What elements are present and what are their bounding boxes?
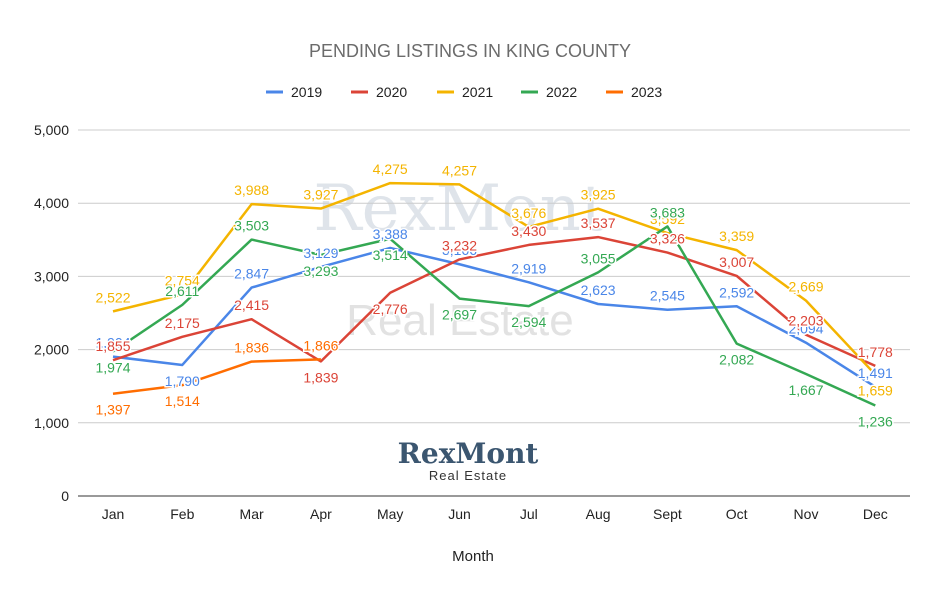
data-label: 2,522 xyxy=(95,289,130,305)
logo-subtitle: Real Estate xyxy=(429,468,507,483)
legend-label: 2023 xyxy=(631,84,662,100)
data-label: 3,676 xyxy=(511,205,546,221)
legend: 2019 2020 2021 2022 2023 xyxy=(266,84,662,100)
x-tick-label: Sept xyxy=(653,506,682,522)
data-label: 2,623 xyxy=(581,282,616,298)
data-label: 3,925 xyxy=(581,187,616,203)
data-label: 3,388 xyxy=(373,226,408,242)
legend-label: 2022 xyxy=(546,84,577,100)
gridlines xyxy=(78,129,910,497)
data-label: 3,359 xyxy=(719,228,754,244)
data-label: 1,866 xyxy=(303,337,338,353)
watermark-subtitle: Real Estate xyxy=(346,296,573,345)
data-label: 2,669 xyxy=(788,279,823,295)
data-label: 3,326 xyxy=(650,231,685,247)
data-label: 2,203 xyxy=(788,313,823,329)
y-tick-label: 2,000 xyxy=(34,342,69,358)
y-tick-label: 0 xyxy=(61,488,69,504)
data-label: 2,611 xyxy=(165,283,199,299)
data-label: 1,974 xyxy=(95,360,130,376)
logo-brand: RexMont xyxy=(398,437,539,470)
data-label: 2,592 xyxy=(719,284,754,300)
data-label: 1,855 xyxy=(95,338,130,354)
data-label: 1,514 xyxy=(165,393,200,409)
data-label: 1,836 xyxy=(234,340,269,356)
series-line-2019 xyxy=(112,246,876,388)
y-tick-label: 4,000 xyxy=(34,195,69,211)
chart-title: PENDING LISTINGS IN KING COUNTY xyxy=(309,41,631,61)
data-label: 2,594 xyxy=(511,314,546,330)
data-label: 3,166 xyxy=(442,242,477,258)
data-label: 3,232 xyxy=(442,237,477,253)
data-label: 3,927 xyxy=(303,187,338,203)
data-label: 3,055 xyxy=(581,250,616,266)
data-label: 4,257 xyxy=(442,162,477,178)
data-label: 3,988 xyxy=(234,182,269,198)
series-lines xyxy=(112,181,877,407)
data-label: 1,397 xyxy=(95,402,130,418)
data-label: 1,790 xyxy=(165,373,200,389)
data-label: 1,904 xyxy=(95,335,130,351)
x-tick-label: Jan xyxy=(102,506,125,522)
series-line-2022 xyxy=(112,225,876,407)
data-label: 1,236 xyxy=(858,414,893,430)
y-tick-label: 1,000 xyxy=(34,415,69,431)
x-tick-label: Nov xyxy=(794,506,819,522)
data-label: 3,537 xyxy=(581,215,616,231)
data-label: 3,592 xyxy=(650,211,685,227)
data-label: 2,415 xyxy=(234,297,269,313)
data-label: 4,275 xyxy=(373,161,408,177)
x-tick-label: Feb xyxy=(170,506,194,522)
data-label: 3,503 xyxy=(234,218,269,234)
data-label: 2,697 xyxy=(442,307,477,323)
watermark-brand: RexMont xyxy=(313,172,606,246)
series-line-2021 xyxy=(112,181,877,376)
data-label: 3,129 xyxy=(303,245,338,261)
data-label: 2,754 xyxy=(165,272,200,288)
data-label: 1,659 xyxy=(858,383,893,399)
data-label: 2,919 xyxy=(511,260,546,276)
data-label: 3,514 xyxy=(373,247,408,263)
data-label: 2,847 xyxy=(234,266,269,282)
x-tick-label: May xyxy=(377,506,403,522)
x-tick-label: Dec xyxy=(863,506,888,522)
x-axis: Jan Feb Mar Apr May Jun Jul Aug Sept Oct Nov Dec xyxy=(102,506,888,522)
data-label: 3,007 xyxy=(719,254,754,270)
x-axis-title: Month xyxy=(452,548,494,565)
data-label: 3,430 xyxy=(511,223,546,239)
x-tick-label: Jun xyxy=(448,506,471,522)
series-line-2023 xyxy=(112,358,321,395)
x-tick-label: Jul xyxy=(520,506,538,522)
data-label: 1,778 xyxy=(858,344,893,360)
data-label: 2,776 xyxy=(373,301,408,317)
data-label: 2,175 xyxy=(165,315,200,331)
legend-label: 2020 xyxy=(376,84,407,100)
x-tick-label: Apr xyxy=(310,506,332,522)
x-tick-label: Oct xyxy=(726,506,748,522)
data-label: 3,683 xyxy=(650,204,685,220)
data-label: 1,839 xyxy=(303,369,338,385)
data-label: 2,082 xyxy=(719,352,754,368)
data-label: 1,491 xyxy=(858,365,893,381)
data-label: 2,545 xyxy=(650,288,685,304)
legend-label: 2019 xyxy=(291,84,322,100)
data-label: 2,094 xyxy=(788,321,823,337)
x-tick-label: Mar xyxy=(240,506,264,522)
data-label: 3,293 xyxy=(303,263,338,279)
series-line-2020 xyxy=(112,235,876,367)
data-label: 1,667 xyxy=(788,382,823,398)
x-tick-label: Aug xyxy=(586,506,611,522)
y-tick-label: 3,000 xyxy=(34,268,69,284)
legend-label: 2021 xyxy=(462,84,493,100)
data-labels: 1,904 1,790 2,847 3,129 3,388 3,166 2,919 2,623… xyxy=(94,160,895,431)
y-axis: 0 1,000 2,000 3,000 4,000 5,000 xyxy=(34,122,69,504)
y-tick-label: 5,000 xyxy=(34,122,69,138)
